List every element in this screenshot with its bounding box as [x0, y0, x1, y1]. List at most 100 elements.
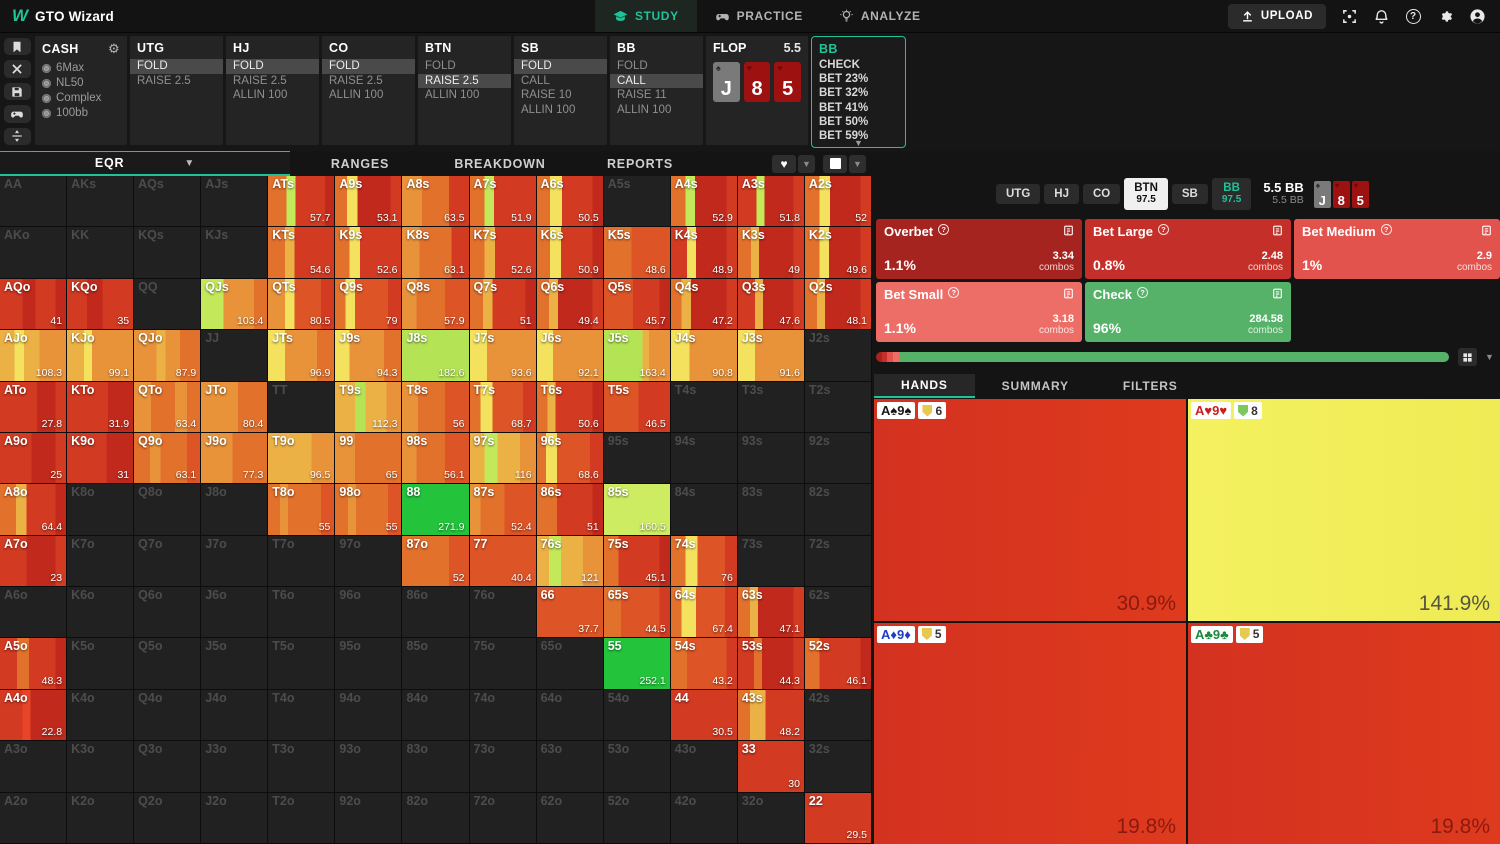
hand-A3s[interactable]: A3s 51.8 [737, 176, 805, 228]
action-option[interactable]: FOLD [617, 60, 648, 72]
hand-Q2s[interactable]: Q2s 48.1 [804, 278, 872, 331]
hand-54o[interactable]: 54o [603, 689, 671, 742]
hand-Q9s[interactable]: Q9s 79 [335, 278, 403, 331]
hand-T8s[interactable]: T8s 56 [402, 381, 470, 433]
hand-KK[interactable]: KK [67, 227, 135, 279]
hand-AA[interactable]: AA [0, 176, 68, 228]
hand-Q4s[interactable]: Q4s 47.2 [670, 278, 738, 331]
hand-55[interactable]: 55 252.1 [603, 638, 671, 690]
suit-filter-button[interactable]: ♥ [772, 154, 796, 173]
bb-strategy-option[interactable]: BET 50% [819, 115, 869, 128]
hand-Q4o[interactable]: Q4o [134, 689, 202, 742]
hand-A2o[interactable]: A2o [0, 792, 68, 844]
hand-KQo[interactable]: KQo 35 [67, 278, 135, 331]
action-option[interactable]: FOLD [425, 60, 456, 72]
hand-K7o[interactable]: K7o [67, 535, 135, 588]
hand-J5o[interactable]: J5o [201, 638, 269, 690]
hand-86o[interactable]: 86o [402, 587, 470, 639]
hand-Q7s[interactable]: Q7s 51 [469, 278, 537, 331]
nav-tab-analyze[interactable]: ANALYZE [821, 0, 939, 32]
hand-Q5s[interactable]: Q5s 45.7 [603, 278, 671, 331]
hand-AJo[interactable]: AJo 108.3 [0, 330, 68, 382]
hand-65o[interactable]: 65o [536, 638, 604, 690]
action-card-bet-small[interactable]: Bet Small? 1.1% 3.18 combos [876, 282, 1082, 342]
action-card-check[interactable]: Check? 96% 284.58 combos [1085, 282, 1291, 342]
hand-53o[interactable]: 53o [603, 741, 671, 793]
hand-Q8s[interactable]: Q8s 57.9 [402, 278, 470, 331]
hand-K8s[interactable]: K8s 63.1 [402, 227, 470, 279]
hand-K4o[interactable]: K4o [67, 689, 135, 742]
scan-icon[interactable] [1340, 7, 1358, 25]
hand-T6s[interactable]: T6s 50.6 [536, 381, 604, 433]
action-card-bet-medium[interactable]: Bet Medium? 1% 2.9 combos [1294, 219, 1500, 279]
hand-Q3o[interactable]: Q3o [134, 741, 202, 793]
hand-AQs[interactable]: AQs [134, 176, 202, 228]
hand-T2o[interactable]: T2o [268, 792, 336, 844]
hand-K6s[interactable]: K6s 50.9 [536, 227, 604, 279]
hand-66[interactable]: 66 37.7 [536, 587, 604, 639]
hand-A5o[interactable]: A5o 48.3 [0, 638, 68, 690]
hand-J4s[interactable]: J4s 90.8 [670, 330, 738, 382]
hand-44[interactable]: 44 30.5 [670, 689, 738, 742]
bb-strategy-option[interactable]: CHECK [819, 59, 860, 71]
hand-J2o[interactable]: J2o [201, 792, 269, 844]
hand-88[interactable]: 88 271.9 [402, 484, 470, 536]
hand-JTs[interactable]: JTs 96.9 [268, 330, 336, 382]
position-tab-utg[interactable]: UTG [996, 184, 1041, 204]
hand-Q7o[interactable]: Q7o [134, 535, 202, 588]
tab-summary[interactable]: SUMMARY [1001, 379, 1069, 393]
hand-87s[interactable]: 87s 52.4 [469, 484, 537, 536]
hand-K2s[interactable]: K2s 49.6 [804, 227, 872, 279]
hand-54s[interactable]: 54s 43.2 [670, 638, 738, 690]
tab-breakdown[interactable]: BREAKDOWN [454, 156, 546, 171]
gamepad-button[interactable] [3, 105, 31, 123]
hand-32s[interactable]: 32s [804, 741, 872, 793]
hand-86s[interactable]: 86s 51 [536, 484, 604, 536]
hand-Q8o[interactable]: Q8o [134, 484, 202, 536]
hand-T5o[interactable]: T5o [268, 638, 336, 690]
hand-J5s[interactable]: J5s 163.4 [603, 330, 671, 382]
hand-K6o[interactable]: K6o [67, 587, 135, 639]
hand-T6o[interactable]: T6o [268, 587, 336, 639]
hand-85o[interactable]: 85o [402, 638, 470, 690]
hand-KJo[interactable]: KJo 99.1 [67, 330, 135, 382]
chevron-down-icon[interactable]: ▼ [854, 138, 863, 148]
hand-J8o[interactable]: J8o [201, 484, 269, 536]
action-option[interactable]: ALLIN 100 [329, 89, 384, 101]
hand-KJs[interactable]: KJs [201, 227, 269, 279]
hand-63o[interactable]: 63o [536, 741, 604, 793]
bb-strategy-option[interactable]: BET 59% [819, 130, 869, 143]
hand-T3o[interactable]: T3o [268, 741, 336, 793]
hand-J3o[interactable]: J3o [201, 741, 269, 793]
hand-J7s[interactable]: J7s 93.6 [469, 330, 537, 382]
hand-83s[interactable]: 83s [737, 484, 805, 536]
hand-A7o[interactable]: A7o 23 [0, 535, 68, 588]
hand-22[interactable]: 22 29.5 [804, 792, 872, 844]
hand-J7o[interactable]: J7o [201, 535, 269, 588]
hand-85s[interactable]: 85s 160.5 [603, 484, 671, 536]
hand-82s[interactable]: 82s [804, 484, 872, 536]
tab-hands[interactable]: HANDS [874, 374, 975, 398]
hand-K2o[interactable]: K2o [67, 792, 135, 844]
action-option[interactable]: FOLD [322, 59, 415, 74]
hand-94o[interactable]: 94o [335, 689, 403, 742]
hand-A6s[interactable]: A6s 50.5 [536, 176, 604, 228]
nav-tab-practice[interactable]: PRACTICE [697, 0, 821, 32]
copy-icon[interactable] [1480, 224, 1493, 237]
hand-A4s[interactable]: A4s 52.9 [670, 176, 738, 228]
settings-gear-icon[interactable]: ⚙ [108, 41, 120, 56]
action-option[interactable]: ALLIN 100 [521, 103, 576, 116]
gear-icon[interactable] [1436, 7, 1454, 25]
hand-A9o[interactable]: A9o 25 [0, 432, 68, 485]
hand-J6s[interactable]: J6s 92.1 [536, 330, 604, 382]
hand-J9s[interactable]: J9s 94.3 [335, 330, 403, 382]
hand-J8s[interactable]: J8s 182.6 [402, 330, 470, 382]
hand-J2s[interactable]: J2s [804, 330, 872, 382]
hand-43o[interactable]: 43o [670, 741, 738, 793]
copy-icon[interactable] [1271, 287, 1284, 300]
bb-strategy-option[interactable]: BET 23% [819, 73, 869, 86]
action-option[interactable]: RAISE 2.5 [137, 74, 191, 87]
hand-52o[interactable]: 52o [603, 792, 671, 844]
hand-84o[interactable]: 84o [402, 689, 470, 742]
hand-T3s[interactable]: T3s [737, 381, 805, 433]
